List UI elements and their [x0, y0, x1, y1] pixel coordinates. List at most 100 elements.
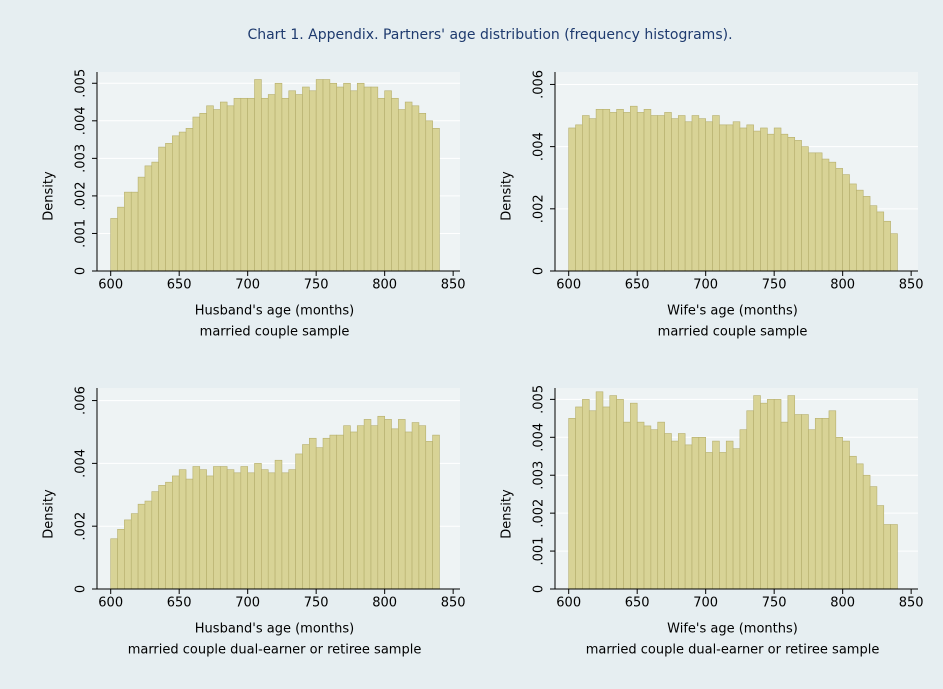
bar: [192, 466, 201, 590]
bar: [801, 414, 809, 590]
bar: [295, 94, 303, 272]
x-tick-label: 650: [167, 596, 192, 611]
bar: [739, 429, 748, 590]
y-tick-label: .002: [532, 194, 547, 223]
bar: [363, 419, 372, 590]
bar: [588, 410, 597, 590]
bar: [425, 120, 433, 272]
bar: [630, 105, 638, 272]
y-tick-label: .002: [74, 181, 89, 210]
bar: [343, 82, 351, 272]
x-tick-label: 650: [625, 596, 650, 611]
y-tick-label: .004: [532, 423, 547, 452]
bar: [623, 112, 631, 272]
bar: [808, 429, 816, 590]
bar: [684, 121, 693, 272]
bar: [336, 86, 344, 272]
bar: [814, 152, 823, 272]
bar: [691, 115, 700, 272]
bar: [411, 422, 420, 590]
bar: [787, 136, 796, 272]
bar: [712, 115, 720, 272]
bar: [281, 472, 290, 590]
y-axis-title: Density: [42, 171, 57, 221]
bar: [698, 437, 706, 590]
bar: [404, 431, 413, 590]
x-tick-label: 800: [372, 278, 397, 293]
bar: [657, 421, 665, 590]
bar: [432, 128, 440, 272]
bar: [767, 399, 775, 590]
x-tick-label: 600: [556, 596, 581, 611]
x-tick-label: 700: [693, 278, 718, 293]
bar: [233, 97, 242, 272]
bar: [117, 206, 125, 272]
bar: [391, 97, 399, 272]
bar: [773, 127, 782, 272]
bar: [377, 97, 385, 272]
note: married couple dual-earner or retiree sa…: [128, 643, 422, 658]
x-tick-label: 750: [762, 278, 787, 293]
y-tick-label: 0: [532, 585, 547, 593]
y-tick-label: 0: [74, 267, 89, 275]
bar: [677, 115, 686, 272]
bar: [178, 131, 187, 272]
x-tick-label: 850: [441, 596, 466, 611]
bar: [835, 168, 843, 272]
note: married couple dual-earner or retiree sa…: [586, 643, 880, 658]
bar: [856, 189, 864, 272]
bar: [821, 418, 830, 590]
bar: [609, 395, 617, 590]
bar: [199, 113, 207, 272]
bar: [233, 472, 242, 590]
bar: [130, 513, 139, 590]
bar: [773, 399, 782, 590]
bar: [309, 90, 317, 272]
bar: [411, 105, 420, 272]
x-tick-label: 600: [98, 278, 123, 293]
bar: [356, 82, 365, 272]
y-tick-label: .004: [532, 132, 547, 161]
bar: [370, 86, 379, 272]
bar: [206, 105, 214, 272]
y-tick-label: .006: [532, 70, 547, 99]
y-tick-label: 0: [532, 267, 547, 275]
bar: [391, 428, 399, 590]
bar: [261, 469, 269, 590]
bar: [124, 191, 132, 272]
bar: [247, 97, 255, 272]
x-axis-title: Husband's age (months): [195, 304, 354, 319]
bar: [137, 503, 146, 590]
bar: [240, 97, 248, 272]
bar: [705, 452, 713, 590]
bar: [725, 124, 734, 272]
y-tick-label: .004: [74, 449, 89, 478]
bar: [226, 469, 235, 590]
bar: [801, 146, 809, 272]
bar: [404, 101, 413, 272]
x-tick-label: 700: [235, 278, 260, 293]
y-axis-title: Density: [500, 171, 515, 221]
bar: [725, 440, 734, 590]
bar: [794, 414, 802, 590]
bar: [219, 466, 228, 590]
bar: [363, 86, 372, 272]
bar: [671, 440, 679, 590]
bar: [869, 486, 878, 590]
bar: [739, 127, 748, 272]
bar: [828, 410, 837, 590]
bar: [808, 152, 816, 272]
bar: [657, 115, 665, 272]
bar: [780, 133, 789, 272]
bar: [226, 105, 235, 272]
bar: [288, 469, 296, 590]
bar: [213, 109, 221, 272]
bar: [650, 429, 659, 590]
bar: [732, 121, 741, 272]
bar: [425, 441, 433, 590]
x-tick-label: 700: [235, 596, 260, 611]
y-tick-label: 0: [74, 585, 89, 593]
bar: [329, 434, 338, 590]
